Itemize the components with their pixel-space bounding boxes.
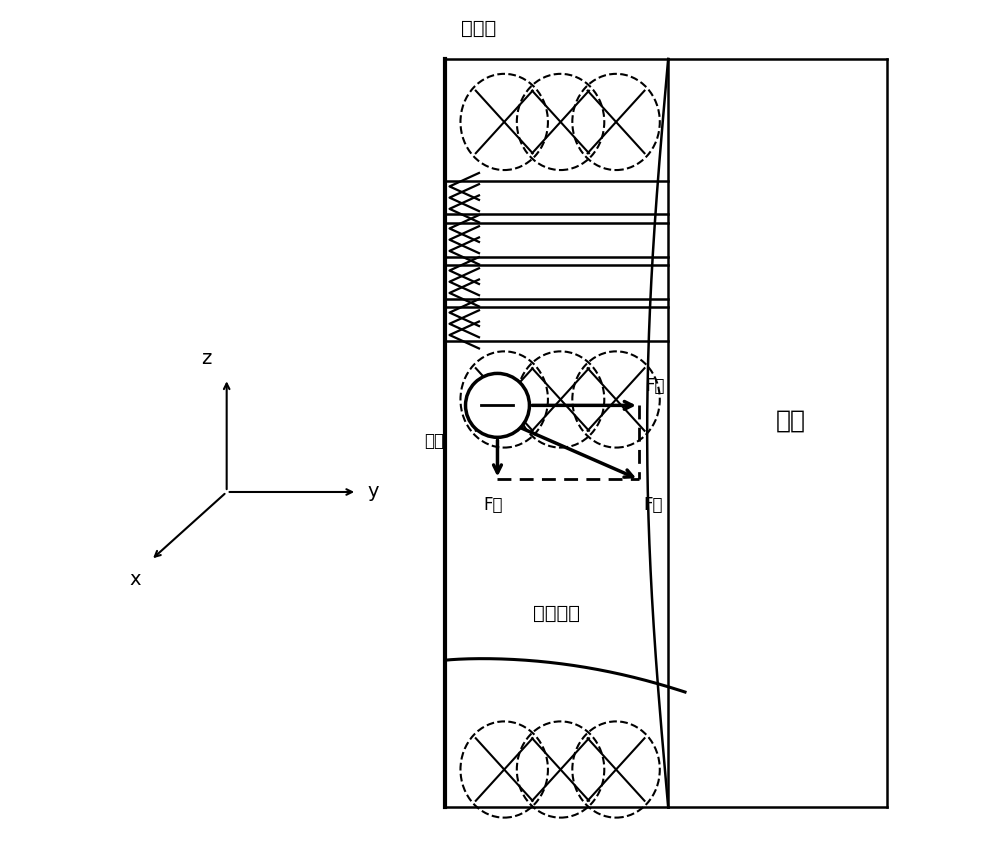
Text: 工件: 工件 [775,409,805,432]
Text: F合: F合 [643,496,662,514]
Text: y: y [367,483,379,501]
Text: 电极丝: 电极丝 [461,19,497,38]
Text: x: x [129,570,141,590]
Text: F电: F电 [645,378,665,395]
Circle shape [466,373,529,437]
Text: 电子轨迹: 电子轨迹 [533,605,580,623]
Text: z: z [201,349,212,368]
Text: F落: F落 [484,496,503,514]
Text: 电子: 电子 [424,431,444,450]
